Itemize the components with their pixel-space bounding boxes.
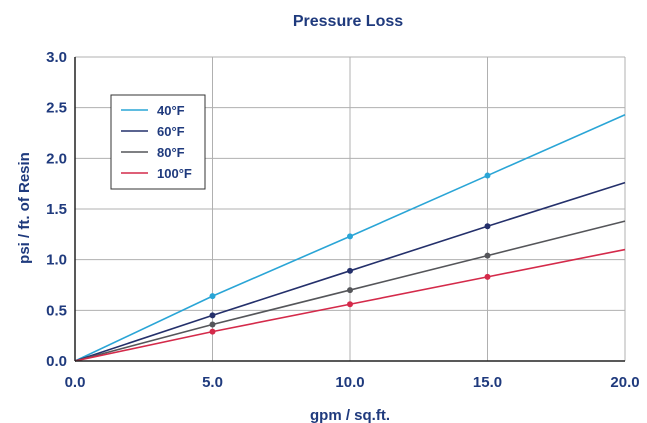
data-point [209, 293, 216, 300]
data-point [347, 301, 353, 308]
x-axis-label: gpm / sq.ft. [310, 407, 390, 423]
chart-title: Pressure Loss [293, 13, 403, 30]
data-point [484, 252, 491, 259]
data-point [347, 233, 353, 240]
data-point [209, 312, 216, 319]
data-point [347, 287, 353, 294]
y-tick-label: 0.5 [46, 302, 67, 319]
x-tick-label: 0.0 [65, 374, 86, 391]
x-tick-label: 15.0 [473, 374, 502, 391]
x-tick-label: 10.0 [335, 374, 364, 391]
y-tick-label: 2.5 [46, 100, 67, 117]
series-lines [74, 114, 626, 362]
y-tick-label: 1.5 [46, 201, 67, 218]
x-tick-label: 20.0 [610, 374, 639, 391]
y-tick-label: 2.0 [46, 150, 67, 167]
legend-label: 80°F [157, 145, 185, 160]
tick-labels: 0.0 0.5 1.0 1.5 2.0 2.5 3.0 0.0 5.0 10.0 15.0 20.0 [46, 49, 639, 391]
data-point [347, 267, 353, 274]
y-tick-label: 0.0 [46, 353, 67, 370]
legend-items: 40°F 60°F 80°F 100°F [121, 103, 192, 181]
data-point [209, 328, 216, 335]
x-tick-label: 5.0 [202, 374, 223, 391]
legend-label: 100°F [157, 166, 192, 181]
axes [74, 57, 625, 362]
legend: 40°F 60°F 80°F 100°F [110, 94, 206, 190]
y-axis-label: psi / ft. of Resin [16, 152, 33, 264]
data-point [484, 223, 491, 230]
data-point [209, 321, 216, 328]
y-tick-label: 3.0 [46, 49, 67, 66]
legend-label: 60°F [157, 124, 185, 139]
legend-label: 40°F [157, 103, 185, 118]
data-point [484, 273, 491, 280]
y-tick-label: 1.0 [46, 252, 67, 269]
data-point [484, 172, 491, 179]
